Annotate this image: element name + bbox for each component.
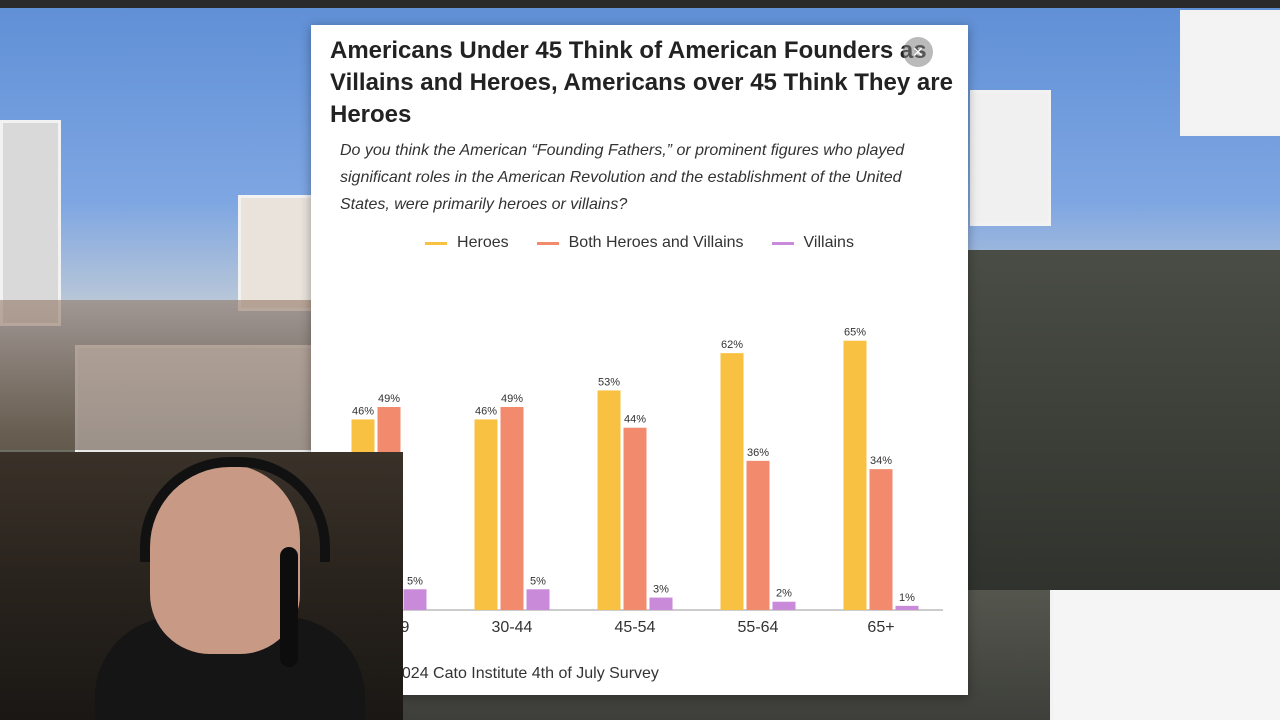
data-label-villains-30-44: 5% [530, 575, 546, 587]
bar-villains-18-29 [403, 589, 427, 610]
source-note: 2024 Cato Institute 4th of July Survey [393, 665, 659, 682]
data-label-both-18-29: 49% [378, 393, 400, 405]
x-tick-label: 55-64 [738, 619, 779, 636]
bar-villains-45-54 [649, 597, 673, 610]
legend-item-heroes: Heroes [425, 234, 509, 252]
bar-heroes-65+ [843, 340, 867, 610]
data-label-heroes-55-64: 62% [721, 339, 743, 351]
crowd [968, 250, 1280, 590]
legend-item-both: Both Heroes and Villains [536, 234, 744, 252]
bar-villains-65+ [895, 605, 919, 610]
chart-legend: Heroes Both Heroes and Villains Villains [311, 230, 968, 256]
legend-swatch-heroes [425, 241, 448, 245]
legend-item-villains: Villains [771, 234, 854, 252]
data-label-heroes-18-29: 46% [352, 405, 374, 417]
bar-chart: 46%49%5%18-2946%49%5%30-4453%44%3%45-546… [341, 327, 943, 636]
data-label-heroes-30-44: 46% [475, 405, 497, 417]
legend-label-villains: Villains [803, 234, 854, 251]
protest-sign [1180, 10, 1280, 136]
data-label-villains-18-29: 5% [407, 575, 423, 587]
chart-overlay: Americans Under 45 Think of American Fou… [311, 25, 968, 695]
protest-sign [970, 90, 1051, 226]
bar-both-45-54 [623, 427, 647, 610]
bar-villains-55-64 [772, 601, 796, 610]
data-label-heroes-65+: 65% [844, 327, 866, 339]
headphones [140, 457, 330, 562]
data-label-both-55-64: 36% [747, 447, 769, 459]
microphone [280, 547, 298, 667]
bar-heroes-45-54 [597, 390, 621, 610]
legend-label-heroes: Heroes [457, 234, 509, 251]
bar-villains-30-44 [526, 589, 550, 610]
protest-sign [1050, 570, 1280, 720]
close-icon[interactable]: ✕ [903, 37, 933, 67]
chart-title: Americans Under 45 Think of American Fou… [330, 37, 953, 128]
bar-both-30-44 [500, 407, 524, 610]
protest-sign [238, 195, 314, 311]
legend-label-both: Both Heroes and Villains [568, 234, 744, 251]
bar-heroes-30-44 [474, 419, 498, 610]
legend-swatch-villains [771, 241, 794, 245]
data-label-both-45-54: 44% [624, 414, 646, 426]
legend-swatch-both [536, 241, 559, 245]
bar-heroes-55-64 [720, 353, 744, 610]
crowd [0, 300, 311, 450]
data-label-both-65+: 34% [870, 455, 892, 467]
data-label-heroes-45-54: 53% [598, 376, 620, 388]
data-label-villains-65+: 1% [899, 592, 915, 604]
data-label-villains-55-64: 2% [776, 588, 792, 600]
x-tick-label: 45-54 [615, 619, 656, 636]
x-tick-label: 30-44 [492, 619, 533, 636]
chart-subtitle: Do you think the American “Founding Fath… [340, 142, 905, 213]
webcam-overlay [0, 452, 403, 720]
data-label-villains-45-54: 3% [653, 584, 669, 596]
bar-both-65+ [869, 469, 893, 610]
bar-both-55-64 [746, 460, 770, 610]
data-label-both-30-44: 49% [501, 393, 523, 405]
protest-sign [0, 120, 61, 326]
window-top-bar [0, 0, 1280, 8]
x-tick-label: 65+ [867, 619, 894, 636]
